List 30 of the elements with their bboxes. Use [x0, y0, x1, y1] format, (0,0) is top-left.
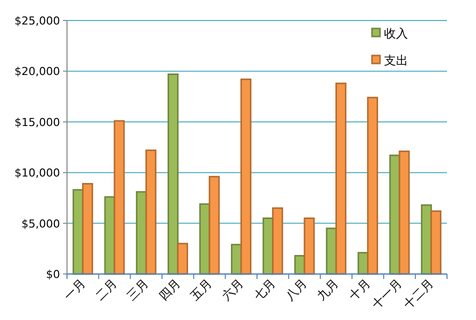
y-tick-label: $25,000 [14, 14, 60, 28]
bar [304, 217, 315, 275]
bar [398, 150, 410, 275]
bar [168, 73, 179, 275]
bar [335, 82, 346, 275]
bar [208, 176, 220, 275]
bar [82, 183, 94, 275]
x-tick-label: 二月 [92, 276, 120, 304]
bar [430, 210, 442, 275]
x-tick-label: 五月 [188, 276, 215, 304]
x-tick-label: 一月 [61, 276, 88, 304]
y-tick-label: $20,000 [14, 65, 60, 78]
bar [240, 78, 252, 275]
bar [114, 120, 125, 275]
x-tick-label: 八月 [282, 276, 310, 304]
y-tick-label: $10,000 [14, 166, 60, 180]
x-tick-label: 九月 [314, 276, 342, 304]
bar [367, 96, 378, 275]
bar [272, 207, 284, 275]
legend-label: 支出 [384, 54, 408, 68]
bar [145, 150, 156, 275]
legend-label: 收入 [384, 26, 408, 40]
x-tick-label: 三月 [124, 276, 152, 304]
y-tick-label: $0 [46, 268, 60, 281]
x-tick-label: 四月 [156, 276, 183, 304]
bar [177, 242, 188, 275]
y-tick-label: $15,000 [14, 116, 60, 129]
x-tick-label: 七月 [251, 276, 278, 304]
y-tick-label: $5,000 [22, 217, 60, 230]
x-tick-label: 六月 [219, 276, 246, 304]
